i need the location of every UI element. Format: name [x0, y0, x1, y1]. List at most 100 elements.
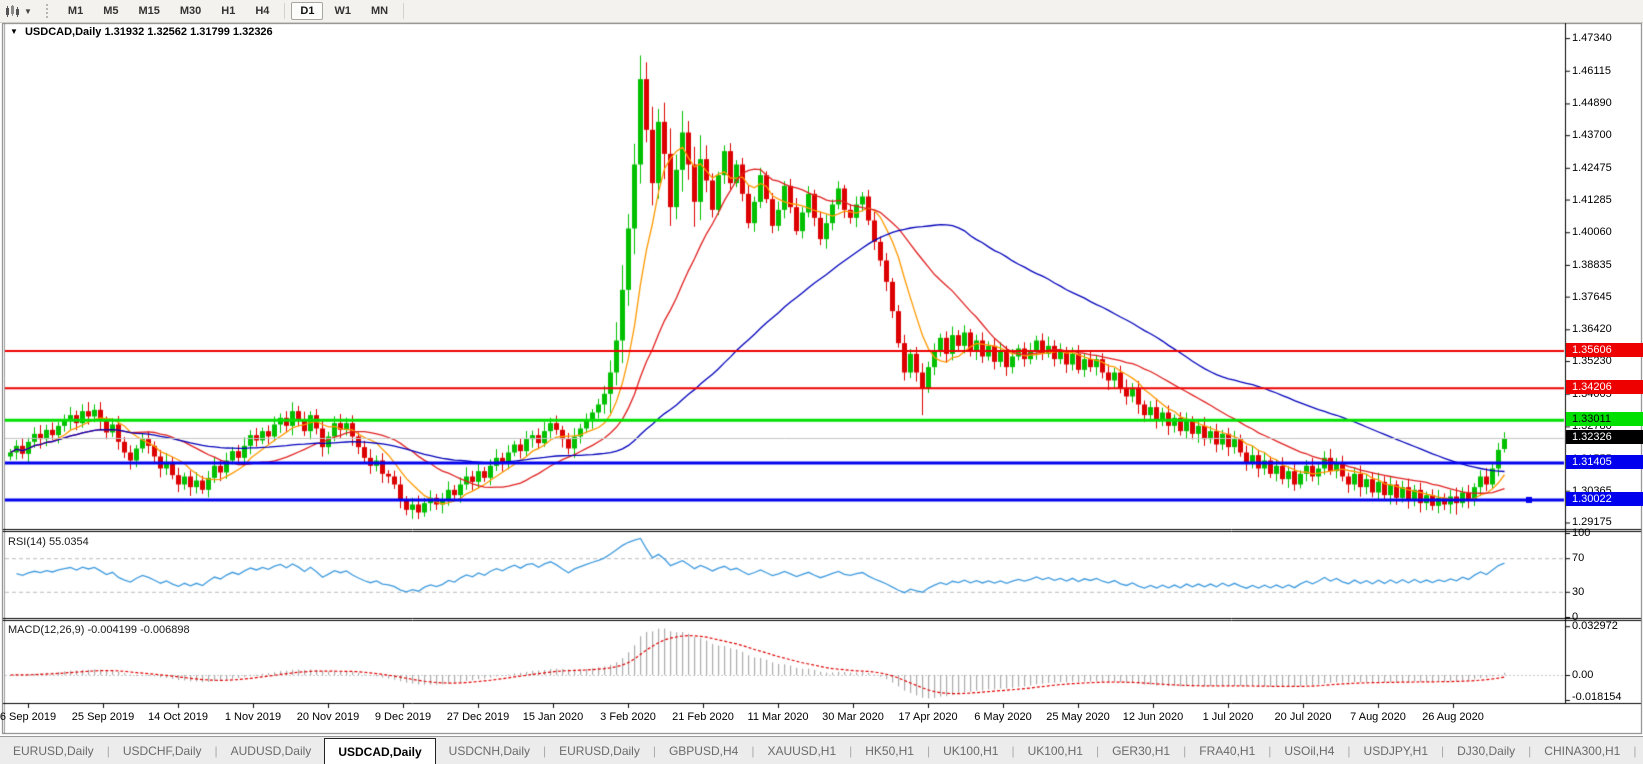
timeframe-button-m5[interactable]: M5	[103, 5, 119, 17]
level-price-badge[interactable]: 1.33011	[1566, 412, 1643, 427]
date-axis-label: 25 Sep 2019	[71, 711, 135, 723]
toolbar-separator	[403, 3, 405, 19]
price-axis-tick: 1.46115	[1572, 64, 1611, 77]
bottom-tab-usdcad[interactable]: USDCAD,Daily	[324, 738, 436, 764]
tab-separator: |	[1441, 743, 1445, 758]
bottom-tab-uk100[interactable]: UK100,H1	[1027, 743, 1083, 758]
price-axis-tick: 1.42475	[1572, 161, 1612, 174]
price-axis-tick: 1.38835	[1572, 258, 1612, 271]
timeframe-toolbar: ▼ M1 M5 M15 M30 H1 H4 D1 W1 MN	[0, 0, 1643, 23]
bottom-tab-usdcnh[interactable]: USDCNH,Daily	[448, 743, 531, 758]
price-axis-tick: 1.47340	[1572, 32, 1612, 45]
bottom-tab-audusd[interactable]: AUDUSD,Daily	[230, 743, 312, 758]
date-axis-label: 3 Feb 2020	[600, 711, 656, 723]
bottom-tab-ger30[interactable]: GER30,H1	[1112, 743, 1171, 758]
bottom-tab-uk100[interactable]: UK100,H1	[943, 743, 999, 758]
rsi-axis-tick: 70	[1572, 552, 1585, 565]
level-price-badge[interactable]: 1.30022	[1566, 491, 1643, 506]
date-axis-label: 12 Jun 2020	[1122, 711, 1184, 723]
level-price-badge[interactable]: 1.34206	[1566, 380, 1643, 395]
price-axis-tick: 1.44890	[1572, 97, 1612, 110]
bottom-tab-dj30[interactable]: DJ30,Daily	[1457, 743, 1516, 758]
chart-menu-caret-icon[interactable]: ▼	[10, 27, 18, 36]
rsi-axis-tick: 0	[1572, 611, 1579, 623]
date-axis-label: 7 Aug 2020	[1350, 711, 1406, 723]
bottom-tab-usdchf[interactable]: USDCHF,Daily	[122, 743, 202, 758]
rsi-axis-tick: 100	[1572, 527, 1591, 539]
tab-separator: |	[106, 743, 110, 758]
price-axis-tick: 1.36420	[1572, 323, 1612, 336]
date-axis-label: 25 May 2020	[1046, 711, 1110, 723]
price-axis-tick: 1.40060	[1572, 226, 1612, 239]
date-axis-label: 17 Apr 2020	[898, 711, 958, 723]
bottom-tab-eurusd[interactable]: EURUSD,Daily	[13, 743, 94, 758]
macd-axis-tick: 0.00	[1572, 669, 1594, 681]
timeframe-button-m1[interactable]: M1	[67, 5, 84, 17]
chart-symbol-period: USDCAD,Daily	[24, 26, 102, 38]
date-axis-label: 1 Jul 2020	[1202, 711, 1254, 723]
chart-type-icon[interactable]	[4, 4, 20, 18]
timeframe-button-m15[interactable]: M15	[138, 5, 160, 17]
date-axis-label: 11 Mar 2020	[747, 711, 809, 723]
date-axis-label: 1 Nov 2019	[224, 711, 282, 723]
timeframe-button-h1[interactable]: H1	[221, 5, 236, 17]
bottom-tab-eurusd[interactable]: EURUSD,Daily	[559, 743, 640, 758]
date-axis-label: 21 Feb 2020	[672, 711, 734, 723]
timeframe-buttons: M1 M5 M15 M30 H1 H4 D1 W1 MN	[58, 2, 409, 20]
date-axis-label: 14 Oct 2019	[148, 711, 208, 723]
bottom-tab-hk50[interactable]: HK50,H1	[865, 743, 914, 758]
chart-ohlc-values: 1.31932 1.32562 1.31799 1.32326	[104, 26, 273, 38]
chart-title: ▼ USDCAD,Daily 1.31932 1.32562 1.31799 1…	[10, 26, 273, 38]
tab-separator: |	[1268, 743, 1272, 758]
tab-separator: |	[1347, 743, 1351, 758]
tab-separator: |	[214, 743, 218, 758]
tab-separator: |	[1095, 743, 1100, 758]
bottom-tab-bar: EURUSD,Daily | USDCHF,Daily | AUDUSD,Daily US…	[0, 736, 1643, 764]
timeframe-button-h4[interactable]: H4	[255, 5, 270, 17]
timeframe-button-d1[interactable]: D1	[291, 2, 324, 20]
macd-axis-tick: 0.032972	[1572, 620, 1618, 633]
date-axis-label: 30 Mar 2020	[822, 711, 884, 723]
toolbar-grip[interactable]	[45, 4, 51, 18]
price-axis-tick: 1.37645	[1572, 290, 1612, 303]
bottom-tab-fra40[interactable]: FRA40,H1	[1199, 743, 1256, 758]
price-axis-tick: 1.29175	[1572, 516, 1612, 529]
tab-separator: |	[1528, 743, 1532, 758]
date-axis-label: 15 Jan 2020	[522, 711, 584, 723]
rsi-indicator-label: RSI(14) 55.0354	[8, 536, 89, 548]
current-price-badge[interactable]: 1.32326	[1566, 430, 1643, 445]
price-axis-tick: 1.43700	[1572, 129, 1612, 142]
timeframe-button-m30[interactable]: M30	[179, 5, 202, 17]
date-axis-label: 20 Jul 2020	[1274, 711, 1332, 723]
bottom-tab-usoil[interactable]: USOil,H1	[1636, 737, 1643, 764]
date-axis-label: 20 Nov 2019	[296, 711, 360, 723]
tab-separator: |	[849, 743, 853, 758]
level-price-badge[interactable]: 1.35606	[1566, 343, 1643, 357]
toolbar-separator	[284, 3, 286, 19]
level-price-badge[interactable]: 1.31405	[1566, 455, 1643, 470]
tab-separator: |	[1011, 743, 1015, 758]
tab-separator: |	[543, 743, 547, 758]
rsi-axis-tick: 30	[1572, 585, 1585, 598]
date-axis-label: 26 Aug 2020	[1422, 711, 1484, 723]
macd-axis-tick: -0.018154	[1572, 691, 1622, 703]
price-axis-tick: 1.41285	[1572, 193, 1612, 206]
date-axis-label: 27 Dec 2019	[446, 711, 510, 723]
bottom-tab-usoil[interactable]: USOil,H4	[1284, 743, 1335, 758]
date-axis-label: 6 Sep 2019	[0, 711, 57, 723]
bottom-tab-gbpusd[interactable]: GBPUSD,H4	[668, 743, 739, 758]
macd-indicator-label: MACD(12,26,9) -0.004199 -0.006898	[8, 624, 190, 636]
timeframe-button-w1[interactable]: W1	[334, 5, 351, 17]
tab-separator: |	[1183, 743, 1187, 758]
price-axis-tick: 1.35230	[1572, 355, 1612, 368]
tab-separator: |	[926, 743, 931, 758]
tab-separator: |	[1633, 743, 1637, 758]
chart-type-caret-icon[interactable]: ▼	[24, 6, 32, 16]
date-axis-label: 9 Dec 2019	[374, 711, 432, 723]
bottom-tab-usdjpy[interactable]: USDJPY,H1	[1363, 743, 1429, 758]
timeframe-button-mn[interactable]: MN	[370, 5, 389, 17]
tab-separator: |	[652, 743, 656, 758]
bottom-tab-xauusd[interactable]: XAUUSD,H1	[767, 743, 837, 758]
bottom-tab-china300[interactable]: CHINA300,H1	[1544, 743, 1621, 758]
